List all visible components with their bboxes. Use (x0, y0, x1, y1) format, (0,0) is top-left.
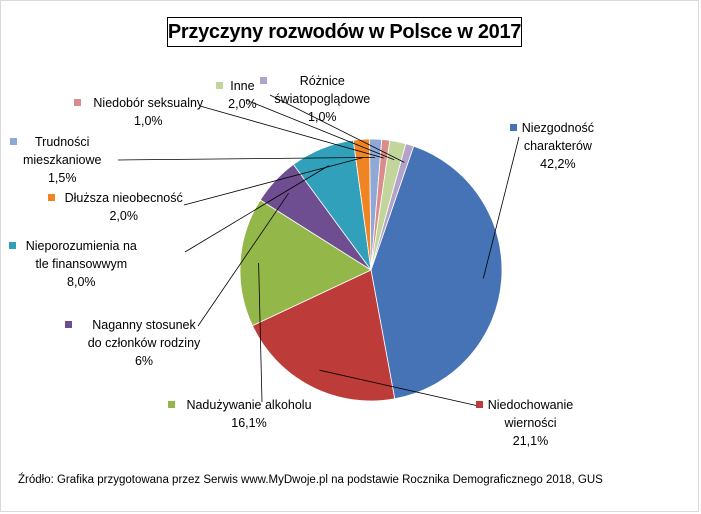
leader-line-8 (245, 99, 395, 161)
legend-marker-3 (65, 321, 72, 328)
legend-marker-1 (476, 401, 483, 408)
slice-label-text-8: Inne 2,0% (228, 79, 257, 111)
chart-title-box: Przyczyny rozwodów w Polsce w 2017 (167, 17, 522, 47)
slice-label-4: Nieporozumienia na tle finansowwym 8,0% (9, 239, 137, 289)
slice-label-3: Naganny stosunek do członków rodziny 6% (65, 318, 201, 368)
chart-title: Przyczyny rozwodów w Polsce w 2017 (167, 20, 522, 43)
legend-marker-5 (48, 194, 55, 201)
source-note: Źródło: Grafika przygotowana przez Serwi… (18, 474, 603, 486)
slice-label-text-0: Niezgodność charakterów 42,2% (522, 121, 594, 171)
legend-marker-2 (168, 401, 175, 408)
leader-line-0 (482, 136, 520, 279)
leader-line-4 (184, 165, 329, 253)
leader-line-2 (258, 262, 263, 403)
slice-label-text-9: Różnice światopoglądowe 1,0% (274, 74, 370, 124)
legend-marker-7 (74, 99, 81, 106)
legend-marker-6 (10, 138, 17, 145)
slice-label-text-3: Naganny stosunek do członków rodziny 6% (88, 318, 201, 368)
slice-label-text-1: Niedochowanie wierności 21,1% (488, 398, 574, 448)
slice-label-text-6: Trudności mieszkaniowe 1,5% (23, 135, 102, 185)
slice-label-1: Niedochowanie wierności 21,1% (476, 398, 573, 448)
leader-line-9 (269, 94, 405, 163)
pie-slice-2 (239, 199, 372, 327)
legend-marker-4 (9, 242, 16, 249)
slice-label-9: Różnice światopoglądowe 1,0% (260, 74, 370, 124)
slice-label-0: Niezgodność charakterów 42,2% (510, 121, 594, 171)
leader-line-3 (197, 192, 289, 327)
pie-slice-9 (370, 143, 415, 271)
leader-line-7 (199, 105, 384, 159)
slice-label-8: Inne 2,0% (216, 79, 257, 111)
slice-label-2: Nadużywanie alkoholu 16,1% (168, 398, 312, 430)
slice-label-text-5: Dłuższa nieobecność 2,0% (65, 191, 183, 223)
leader-line-6 (117, 157, 376, 161)
legend-marker-9 (260, 77, 267, 84)
slice-label-text-4: Nieporozumienia na tle finansowwym 8,0% (26, 239, 137, 289)
slice-label-text-2: Nadużywanie alkoholu 16,1% (186, 398, 311, 430)
legend-marker-8 (216, 82, 223, 89)
slice-label-6: Trudności mieszkaniowe 1,5% (10, 135, 101, 185)
pie-slice-0 (370, 145, 503, 400)
legend-marker-0 (510, 124, 517, 131)
slice-label-7: Niedobór seksualny 1,0% (74, 96, 204, 128)
leader-line-1 (319, 369, 484, 408)
slice-label-text-7: Niedobór seksualny 1,0% (93, 96, 204, 128)
slice-label-5: Dłuższa nieobecność 2,0% (48, 191, 183, 223)
leader-line-5 (183, 157, 363, 206)
